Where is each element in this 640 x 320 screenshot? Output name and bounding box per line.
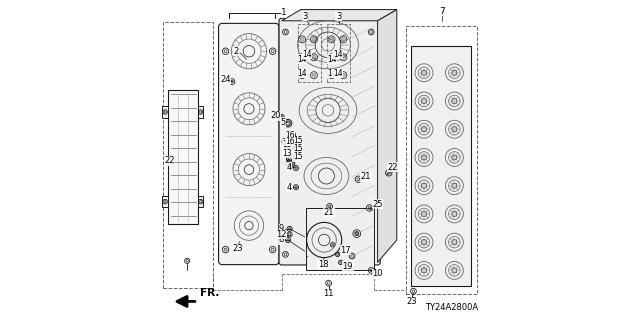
Text: 15: 15: [292, 136, 303, 145]
Text: 22: 22: [387, 163, 397, 172]
Text: 5: 5: [280, 118, 285, 127]
Bar: [198, 196, 204, 207]
Bar: [198, 106, 204, 118]
Text: 24: 24: [220, 75, 231, 84]
Bar: [163, 22, 212, 288]
Text: 6: 6: [280, 138, 286, 147]
Circle shape: [452, 155, 457, 160]
Bar: [168, 90, 198, 224]
Text: 20: 20: [270, 111, 280, 120]
Bar: [327, 24, 350, 82]
Bar: [298, 24, 321, 82]
Text: 19: 19: [342, 262, 353, 271]
Text: 3: 3: [303, 12, 308, 20]
Text: 14: 14: [327, 69, 337, 78]
Text: 10: 10: [372, 269, 383, 278]
Circle shape: [452, 127, 457, 132]
Text: 21: 21: [361, 172, 371, 181]
Text: 23: 23: [232, 244, 243, 253]
FancyBboxPatch shape: [279, 18, 380, 265]
Polygon shape: [378, 10, 397, 262]
Text: 1: 1: [282, 8, 287, 17]
Text: 15: 15: [292, 152, 303, 161]
Text: 14: 14: [333, 50, 342, 59]
Circle shape: [422, 155, 427, 160]
Circle shape: [422, 70, 427, 75]
Text: 3: 3: [336, 12, 341, 20]
Text: 14: 14: [333, 69, 342, 78]
Text: 25: 25: [372, 200, 383, 209]
Circle shape: [422, 183, 427, 188]
Circle shape: [452, 183, 457, 188]
Text: 9: 9: [279, 224, 284, 233]
Bar: [163, 106, 168, 118]
Bar: [406, 26, 477, 294]
Circle shape: [422, 99, 427, 104]
Bar: [412, 46, 472, 286]
Text: 23: 23: [406, 297, 417, 306]
Text: 11: 11: [323, 289, 334, 298]
Text: 18: 18: [318, 260, 328, 269]
Circle shape: [452, 70, 457, 75]
Text: TY24A2800A: TY24A2800A: [425, 303, 479, 312]
Circle shape: [452, 268, 457, 273]
Text: 14: 14: [297, 55, 307, 64]
Polygon shape: [282, 10, 397, 21]
Circle shape: [452, 212, 457, 217]
Text: 13: 13: [282, 149, 292, 158]
Bar: [163, 196, 168, 207]
Text: 7: 7: [439, 7, 444, 16]
Text: 13: 13: [282, 140, 292, 148]
Text: 2: 2: [234, 47, 239, 56]
Circle shape: [422, 212, 427, 217]
Text: 22: 22: [164, 156, 175, 165]
Text: 16: 16: [285, 131, 295, 140]
Text: 8: 8: [278, 236, 284, 244]
Text: 16: 16: [285, 137, 295, 146]
Text: FR.: FR.: [200, 288, 220, 298]
Text: 14: 14: [327, 55, 337, 64]
Circle shape: [422, 240, 427, 245]
Text: 21: 21: [324, 208, 334, 217]
Circle shape: [422, 127, 427, 132]
Text: 17: 17: [340, 246, 351, 255]
Circle shape: [422, 268, 427, 273]
Text: 15: 15: [292, 144, 303, 153]
Text: 4: 4: [286, 183, 292, 192]
FancyBboxPatch shape: [219, 23, 279, 265]
Text: 14: 14: [302, 50, 312, 59]
Circle shape: [452, 240, 457, 245]
Text: 4: 4: [286, 163, 292, 172]
Bar: [306, 208, 374, 270]
Text: 12: 12: [276, 230, 287, 239]
Circle shape: [452, 99, 457, 104]
Text: 14: 14: [297, 69, 307, 78]
